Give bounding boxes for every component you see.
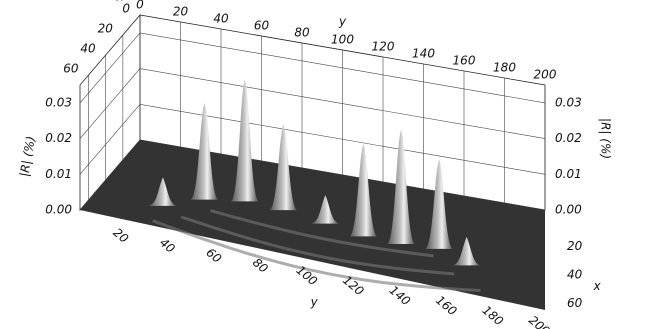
top-tick-label: 20 — [173, 5, 189, 19]
left-tick-label: 60 — [63, 62, 79, 76]
peak — [230, 79, 259, 202]
grid-line — [79, 32, 546, 104]
right-tick-label: 20 — [567, 239, 583, 253]
y-axis-label-right: x — [592, 279, 601, 293]
right-tick-label: 40 — [567, 268, 583, 282]
left-z-tick-label: 0.03 — [45, 95, 72, 109]
peak — [452, 236, 481, 266]
right-z-tick-label: 0.02 — [555, 131, 582, 145]
front-tick-label: 60 — [203, 245, 224, 266]
z-axis-label: |R| (%) — [599, 118, 613, 159]
top-tick-label: 180 — [493, 61, 516, 75]
left-tick-label: 40 — [80, 42, 96, 56]
left-z-tick-label: 0.00 — [45, 203, 72, 217]
peak — [269, 124, 298, 211]
front-tick-label: 180 — [480, 303, 507, 329]
x-axis-label: y — [338, 15, 347, 29]
top-tick-label: 80 — [294, 26, 310, 40]
z-axis-label-left: |R| (%) — [17, 135, 38, 178]
front-tick-label: 40 — [157, 235, 178, 256]
left-tick-label: 0 — [122, 2, 130, 16]
y-axis-label: x — [115, 0, 124, 4]
peak — [190, 103, 219, 200]
x-axis-label-front: y — [310, 295, 319, 309]
top-tick-label: 60 — [254, 19, 270, 33]
left-z-tick-label: 0.01 — [45, 167, 72, 181]
peak — [387, 129, 416, 244]
ripple — [152, 219, 481, 292]
top-tick-label: 0 — [136, 0, 144, 12]
peak — [349, 143, 378, 237]
top-tick-label: 40 — [213, 12, 229, 26]
top-tick-label: 140 — [412, 47, 435, 61]
front-tick-label: 20 — [110, 225, 131, 246]
right-z-tick-label: 0.00 — [555, 203, 582, 217]
top-tick-label: 120 — [372, 40, 395, 54]
peak — [311, 195, 340, 224]
right-tick-label: 60 — [567, 296, 583, 310]
grid-line — [79, 68, 546, 139]
top-tick-label: 200 — [534, 68, 557, 82]
front-tick-label: 160 — [433, 293, 460, 319]
peak — [148, 177, 177, 206]
ripple — [180, 215, 455, 276]
top-tick-label: 100 — [331, 33, 354, 47]
right-z-tick-label: 0.03 — [555, 95, 582, 109]
left-z-tick-label: 0.02 — [45, 131, 72, 145]
right-z-tick-label: 0.01 — [555, 167, 582, 181]
left-tick-label: 20 — [98, 22, 114, 36]
ripple — [209, 209, 434, 258]
peak — [425, 159, 454, 249]
front-tick-label: 200 — [526, 313, 553, 329]
top-tick-label: 160 — [453, 54, 476, 68]
